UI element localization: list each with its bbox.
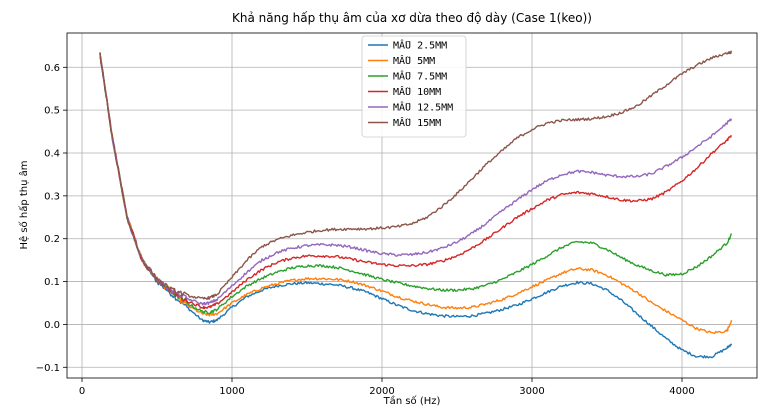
y-axis-label: Hệ số hấp thụ âm bbox=[18, 161, 30, 250]
y-tick-label: 0.2 bbox=[44, 234, 60, 245]
x-tick-label: 2000 bbox=[369, 386, 394, 397]
series-lines bbox=[99, 50, 733, 359]
x-tick-label: 4000 bbox=[669, 386, 694, 397]
legend-label: MẪU 12.5MM bbox=[393, 101, 453, 114]
series-line-3 bbox=[99, 53, 732, 315]
x-tick-label: 3000 bbox=[519, 386, 544, 397]
y-tick-label: 0.0 bbox=[44, 320, 60, 331]
axes-frame bbox=[66, 32, 758, 379]
y-tick-label: 0.6 bbox=[44, 63, 60, 74]
y-tick-label: 0.5 bbox=[44, 106, 60, 117]
plot-area bbox=[99, 50, 733, 359]
y-tick-label: −0.1 bbox=[36, 363, 60, 374]
legend-label: MẪU 5MM bbox=[393, 54, 435, 67]
legend-label: MẪU 2.5MM bbox=[393, 39, 447, 52]
legend-label: MẪU 15MM bbox=[393, 116, 441, 129]
x-axis-label: Tần số (Hz) bbox=[383, 395, 441, 407]
y-tick-label: 0.1 bbox=[44, 277, 60, 288]
ticks: 0 1000 2000 3000 4000 −0.1 0.0 0.1 0.2 0.3 0.4 0.5 0… bbox=[36, 63, 695, 397]
y-tick-label: 0.4 bbox=[44, 149, 60, 160]
series-line-5 bbox=[99, 56, 732, 306]
y-tick-label: 0.3 bbox=[44, 191, 60, 202]
legend-label: MẪU 10MM bbox=[393, 85, 441, 98]
series-line-1 bbox=[99, 53, 733, 359]
x-tick-label: 0 bbox=[79, 386, 85, 397]
x-tick-label: 1000 bbox=[219, 386, 244, 397]
series-line-4 bbox=[99, 53, 732, 310]
series-line-6 bbox=[99, 50, 733, 301]
chart-title: Khả năng hấp thụ âm của xơ dừa theo độ d… bbox=[232, 11, 592, 25]
legend-label: MẪU 7.5MM bbox=[393, 70, 447, 83]
legend: MẪU 2.5MM MẪU 5MM MẪU 7.5MM MẪU 10MM MẪU 12.… bbox=[361, 35, 467, 138]
